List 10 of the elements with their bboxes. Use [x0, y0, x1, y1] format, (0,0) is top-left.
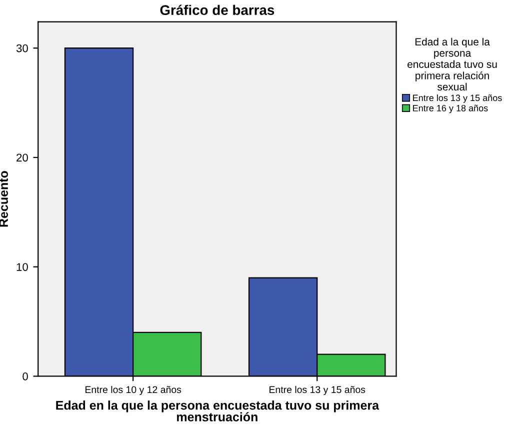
legend-title: Edad a la que la persona encuestada tuvo su primera relación sexual [408, 38, 497, 91]
y-tick-label: 0 [22, 372, 28, 380]
y-tick-label: 10 [16, 263, 28, 271]
chart-title: Gráfico de barras [160, 4, 274, 16]
y-tick-label: 30 [16, 44, 28, 52]
x-axis-title: Edad en la que la persona encuestada tuvo su primera menstruación [56, 400, 380, 422]
legend-label: Entre 16 y 18 años [413, 104, 488, 114]
legend-label: Entre los 13 y 15 años [413, 94, 502, 103]
x-tick-label: Entre los 10 y 12 años [85, 386, 182, 395]
y-tick-label: 20 [16, 154, 28, 162]
